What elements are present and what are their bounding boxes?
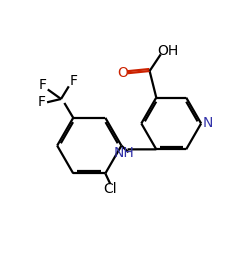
Text: O: O xyxy=(117,66,128,80)
Text: N: N xyxy=(202,116,212,131)
Text: NH: NH xyxy=(113,146,134,160)
Text: F: F xyxy=(37,95,46,109)
Text: F: F xyxy=(39,78,47,92)
Text: OH: OH xyxy=(157,44,178,58)
Text: Cl: Cl xyxy=(103,182,117,196)
Text: F: F xyxy=(70,74,78,88)
